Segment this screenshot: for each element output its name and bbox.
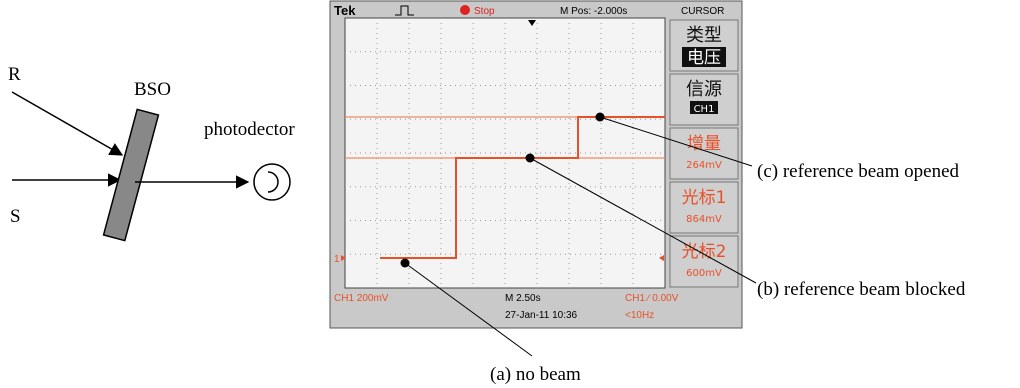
label-r: R xyxy=(8,64,21,85)
label-s: S xyxy=(10,206,21,227)
optical-setup: R BSO S photodector xyxy=(8,64,295,241)
menu-value: 600mV xyxy=(686,268,722,279)
figure: R BSO S photodector Tek Stop M Pos: -2.0… xyxy=(0,0,1020,388)
time-scale: M 2.50s xyxy=(505,293,541,304)
bso-crystal xyxy=(104,109,159,240)
menu-value: CH1 xyxy=(694,104,715,115)
label-detector: photodector xyxy=(204,119,295,140)
photodetector-arc xyxy=(268,172,278,192)
point-a xyxy=(401,259,410,268)
label-bso: BSO xyxy=(134,79,171,100)
annotation-b: (b) reference beam blocked xyxy=(757,279,966,300)
trigger-setting: CH1 ∕ 0.00V xyxy=(625,293,679,304)
menu-value: 电压 xyxy=(687,48,721,68)
beam-r xyxy=(12,92,122,155)
timestamp: 27-Jan-11 10:36 xyxy=(505,310,578,321)
run-state: Stop xyxy=(474,6,495,17)
mode: CURSOR xyxy=(681,6,724,17)
annotation-a: (a) no beam xyxy=(490,364,581,385)
annotation-c: (c) reference beam opened xyxy=(757,161,959,182)
point-c xyxy=(596,113,605,122)
stop-dot xyxy=(460,5,470,15)
frequency: <10Hz xyxy=(625,310,654,321)
menu-value: 264mV xyxy=(686,160,722,171)
position: M Pos: -2.000s xyxy=(560,6,627,17)
channel-marker: 1 xyxy=(334,254,340,265)
channel-scale: CH1 200mV xyxy=(334,293,389,304)
point-b xyxy=(526,154,535,163)
brand: Tek xyxy=(334,3,356,18)
menu-label: 信源 xyxy=(686,79,722,100)
photodetector xyxy=(254,164,290,200)
menu-label: 类型 xyxy=(686,25,722,46)
menu-value: 864mV xyxy=(686,214,722,225)
menu-label: 光标1 xyxy=(682,188,727,208)
